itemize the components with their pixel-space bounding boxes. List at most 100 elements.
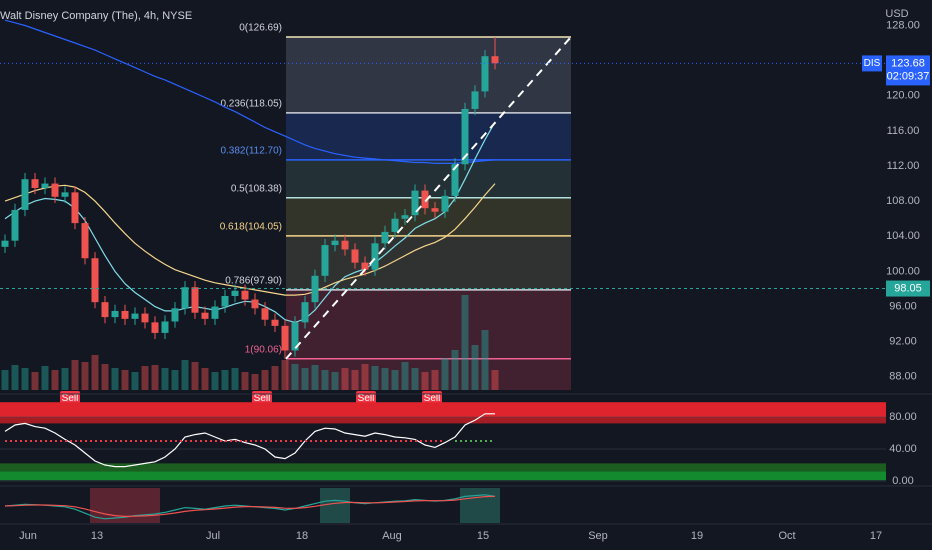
candle-body xyxy=(221,296,229,307)
volume-bar xyxy=(271,366,279,390)
fib-zone xyxy=(286,235,571,290)
volume-bar xyxy=(431,370,439,390)
symbol-tag-label: DIS xyxy=(864,58,881,69)
volume-bar xyxy=(171,370,179,390)
candle-body xyxy=(191,287,199,313)
y-tick-label: 120.00 xyxy=(886,90,920,102)
candle-body xyxy=(161,321,169,333)
fib-label: 0.786(97.90) xyxy=(225,276,282,287)
y-tick-label: 100.00 xyxy=(886,265,920,277)
y-tick-label: 88.00 xyxy=(889,371,917,383)
volume-bar xyxy=(441,358,449,390)
candle-body xyxy=(241,290,249,300)
x-tick-label: Aug xyxy=(382,530,402,542)
x-tick-label: 18 xyxy=(296,530,308,542)
price-tag xyxy=(886,280,930,297)
candle-body xyxy=(381,231,389,244)
volume-bar xyxy=(461,295,469,390)
volume-bar xyxy=(161,368,169,390)
volume-bar xyxy=(21,368,29,390)
volume-bar xyxy=(31,372,39,390)
volume-bar xyxy=(51,370,59,390)
y-tick-label: 96.00 xyxy=(889,300,917,312)
highlight xyxy=(320,488,350,523)
y-tick-label: 108.00 xyxy=(886,195,920,207)
x-tick-label: 19 xyxy=(691,530,703,542)
candle-body xyxy=(471,91,479,109)
candle-body xyxy=(321,245,329,276)
x-tick-label: Sep xyxy=(588,530,608,542)
volume-bar xyxy=(111,368,119,390)
volume-bar xyxy=(371,366,379,390)
x-tick-label: Jul xyxy=(206,530,220,542)
volume-bar xyxy=(411,368,419,390)
candle-body xyxy=(271,319,279,326)
highlight xyxy=(460,488,500,523)
volume-bar xyxy=(91,355,99,390)
candle-body xyxy=(181,287,189,309)
volume-bar xyxy=(1,370,9,390)
y-tick-label: 128.00 xyxy=(886,19,920,31)
volume-bar xyxy=(351,370,359,390)
candle-body xyxy=(391,218,399,232)
candle-body xyxy=(171,308,179,322)
candle-body xyxy=(371,243,379,270)
signal-label: Sell xyxy=(254,393,271,404)
zone-band xyxy=(0,417,886,424)
volume-bar xyxy=(481,330,489,390)
last-price-tag xyxy=(886,55,930,86)
candle-body xyxy=(101,302,109,318)
volume-bar xyxy=(471,345,479,390)
y-tick-label: 112.00 xyxy=(887,160,920,172)
volume-bar xyxy=(261,370,269,390)
signal-label: Sell xyxy=(358,393,375,404)
candle-body xyxy=(11,209,19,241)
candle-body xyxy=(341,240,349,250)
fib-label: 0(126.69) xyxy=(239,23,282,34)
chart-title: Walt Disney Company (The), 4h, NYSE xyxy=(0,10,192,22)
volume-bar xyxy=(311,365,319,390)
y-tick-label: 0.00 xyxy=(892,475,913,487)
fib-label: 0.382(112.70) xyxy=(220,146,282,157)
x-tick-label: 15 xyxy=(477,530,489,542)
last-price-label: 123.68 xyxy=(891,57,925,69)
volume-bar xyxy=(151,365,159,390)
candle-body xyxy=(201,312,209,319)
volume-bar xyxy=(101,364,109,390)
x-tick-label: 13 xyxy=(91,530,103,542)
candle-body xyxy=(411,190,419,216)
moving-average xyxy=(4,19,496,164)
candle-body xyxy=(121,310,129,319)
candle-body xyxy=(451,164,459,196)
zone-band xyxy=(0,402,886,417)
volume-bar xyxy=(41,366,49,390)
candle-body xyxy=(491,56,499,64)
volume-bar xyxy=(231,368,239,390)
candle-body xyxy=(41,183,49,188)
volume-bar xyxy=(451,350,459,390)
fib-zone xyxy=(286,358,571,390)
candle-body xyxy=(151,322,159,333)
volume-bar xyxy=(71,360,79,390)
candle-body xyxy=(461,108,469,165)
y-tick-label: 92.00 xyxy=(889,336,917,348)
candle-body xyxy=(351,249,359,263)
y-tick-label: 116.00 xyxy=(887,125,920,137)
candle-body xyxy=(331,240,339,246)
plot: 0(126.69) 0.236(118.05) 0.382(112.70) 0.5(1… xyxy=(0,19,930,542)
volume-bar xyxy=(391,370,399,390)
volume-bar xyxy=(291,364,299,390)
volume-bar xyxy=(301,368,309,390)
volume-bar xyxy=(191,362,199,390)
candle-body xyxy=(91,258,99,303)
candle-body xyxy=(131,313,139,319)
candle-body xyxy=(251,299,259,309)
volume-bar xyxy=(251,374,259,390)
countdown-label: 02:09:37 xyxy=(887,70,930,82)
fib-zone xyxy=(286,289,571,359)
candle-body xyxy=(1,240,9,247)
volume-bar xyxy=(381,368,389,390)
x-tick-label: Jun xyxy=(19,530,37,542)
y-tick-label: 104.00 xyxy=(886,230,920,242)
